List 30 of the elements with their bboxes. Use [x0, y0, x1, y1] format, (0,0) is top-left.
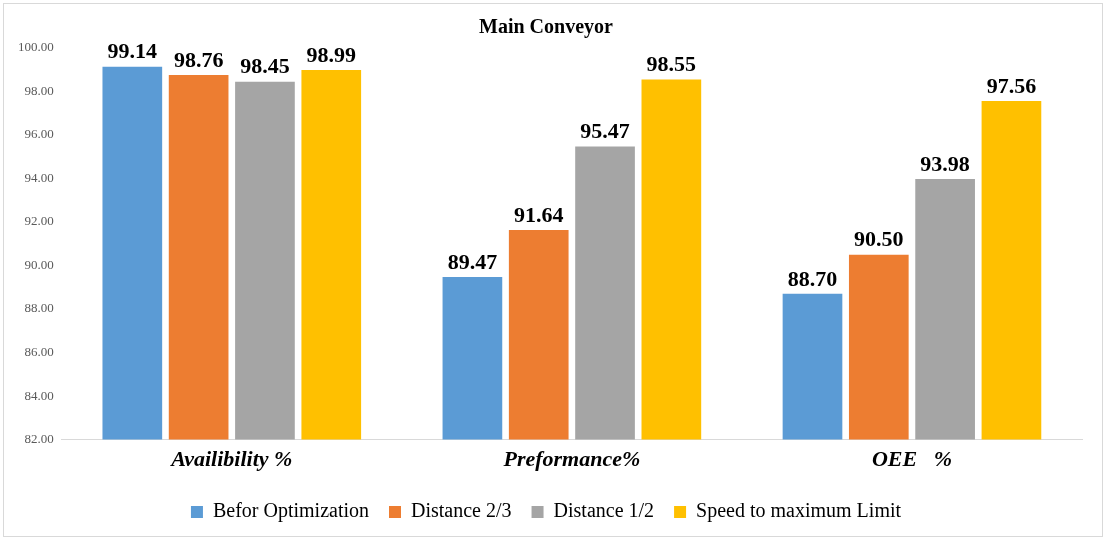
data-label: 98.99 — [306, 41, 357, 67]
data-label: 98.76 — [173, 46, 224, 72]
y-tick-label: 92.00 — [24, 213, 54, 229]
data-label: 93.98 — [920, 150, 970, 176]
y-tick-label: 96.00 — [24, 126, 54, 142]
y-tick-label: 98.00 — [24, 82, 54, 98]
legend-label: Distance 1/2 — [553, 499, 655, 522]
y-tick-label: 84.00 — [24, 387, 54, 403]
data-label: 97.56 — [986, 72, 1037, 98]
y-tick-label: 90.00 — [24, 256, 54, 272]
data-label: 98.45 — [240, 53, 290, 79]
data-label: 98.55 — [646, 51, 697, 77]
legend-label: Distance 2/3 — [411, 499, 512, 522]
legend-label: Befor Optimization — [212, 499, 370, 523]
y-tick-label: 82.00 — [24, 431, 54, 447]
x-tick-label: OEE % — [871, 446, 952, 472]
x-tick-label: Preformance% — [502, 446, 641, 472]
data-label: 95.47 — [580, 118, 630, 144]
y-tick-label: 88.00 — [24, 300, 54, 316]
data-label: 89.47 — [447, 248, 498, 274]
y-tick-label: 86.00 — [24, 344, 54, 359]
y-tick-label: 94.00 — [24, 169, 54, 185]
legend-label: Speed to maximum Limit — [696, 499, 902, 523]
data-label: 90.50 — [854, 226, 904, 252]
x-tick-label: Availibility % — [169, 446, 293, 472]
data-label: 99.14 — [107, 38, 158, 64]
data-label: 91.64 — [513, 201, 564, 227]
data-label: 88.70 — [787, 265, 838, 291]
y-tick-label: 100.00 — [18, 39, 54, 55]
chart-title: Main Conveyor — [479, 15, 614, 39]
